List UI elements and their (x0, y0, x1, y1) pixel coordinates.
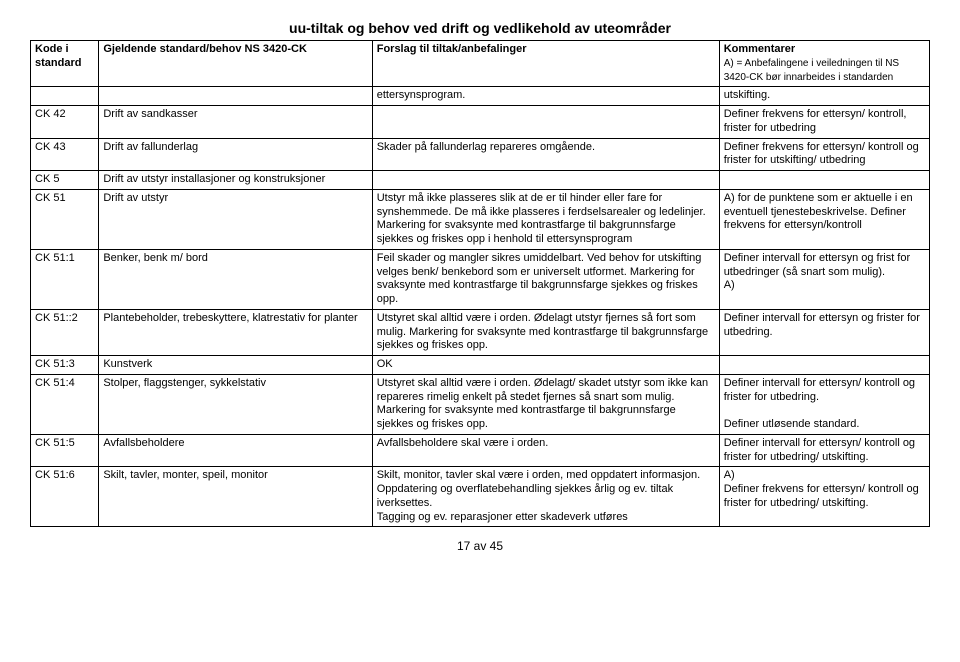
table-row: CK 51:6Skilt, tavler, monter, speil, mon… (31, 467, 930, 527)
page-footer: 17 av 45 (30, 539, 930, 553)
col-header-proposal: Forslag til tiltak/anbefalinger (372, 41, 719, 87)
col-header-comments-title: Kommentarer (724, 43, 796, 55)
cell-c4: Definer intervall for ettersyn og frist … (719, 249, 929, 309)
cell-c3 (372, 106, 719, 139)
cell-c1 (31, 87, 99, 106)
table-row: CK 51:4Stolper, flaggstenger, sykkelstat… (31, 374, 930, 434)
table-row: CK 51::2Plantebeholder, trebeskyttere, k… (31, 309, 930, 355)
cell-c1: CK 51:4 (31, 374, 99, 434)
cell-c3: Skader på fallunderlag repareres omgåend… (372, 138, 719, 171)
cell-c3: ettersynsprogram. (372, 87, 719, 106)
table-row: CK 51Drift av utstyrUtstyr må ikke plass… (31, 189, 930, 249)
col-header-standard: Gjeldende standard/behov NS 3420-CK (99, 41, 372, 87)
cell-c4: utskifting. (719, 87, 929, 106)
cell-c2: Avfallsbeholdere (99, 434, 372, 467)
cell-c4: Definer frekvens for ettersyn/ kontroll … (719, 138, 929, 171)
cell-c4: A) for de punktene som er aktuelle i en … (719, 189, 929, 249)
cell-c4: Definer intervall for ettersyn/ kontroll… (719, 374, 929, 434)
cell-c4: A)Definer frekvens for ettersyn/ kontrol… (719, 467, 929, 527)
cell-c3: Utstyr må ikke plasseres slik at de er t… (372, 189, 719, 249)
cell-c3: Utstyret skal alltid være i orden. Ødela… (372, 374, 719, 434)
table-row: CK 51:1Benker, benk m/ bordFeil skader o… (31, 249, 930, 309)
col-header-comments: Kommentarer A) = Anbefalingene i veiledn… (719, 41, 929, 87)
cell-c3: Skilt, monitor, tavler skal være i orden… (372, 467, 719, 527)
cell-c2: Skilt, tavler, monter, speil, monitor (99, 467, 372, 527)
cell-c2: Drift av utstyr (99, 189, 372, 249)
cell-c1: CK 42 (31, 106, 99, 139)
table-row: CK 51:3KunstverkOK (31, 356, 930, 375)
cell-c3: Avfallsbeholdere skal være i orden. (372, 434, 719, 467)
col-header-code: Kode i standard (31, 41, 99, 87)
cell-c3: Feil skader og mangler sikres umiddelbar… (372, 249, 719, 309)
cell-c3 (372, 171, 719, 190)
cell-c1: CK 5 (31, 171, 99, 190)
table-row: ettersynsprogram.utskifting. (31, 87, 930, 106)
cell-c4: Definer frekvens for ettersyn/ kontroll,… (719, 106, 929, 139)
main-table: Kode i standard Gjeldende standard/behov… (30, 40, 930, 527)
cell-c4 (719, 356, 929, 375)
cell-c2: Kunstverk (99, 356, 372, 375)
table-row: CK 5Drift av utstyr installasjoner og ko… (31, 171, 930, 190)
cell-c2: Drift av fallunderlag (99, 138, 372, 171)
col-header-comments-sub: A) = Anbefalingene i veiledningen til NS… (724, 58, 899, 83)
page-title: uu-tiltak og behov ved drift og vedlikeh… (30, 20, 930, 36)
cell-c1: CK 51:5 (31, 434, 99, 467)
cell-c1: CK 51 (31, 189, 99, 249)
cell-c2: Benker, benk m/ bord (99, 249, 372, 309)
cell-c4 (719, 171, 929, 190)
cell-c1: CK 51:3 (31, 356, 99, 375)
cell-c3: Utstyret skal alltid være i orden. Ødela… (372, 309, 719, 355)
cell-c1: CK 51::2 (31, 309, 99, 355)
cell-c4: Definer intervall for ettersyn og friste… (719, 309, 929, 355)
table-row: CK 43Drift av fallunderlagSkader på fall… (31, 138, 930, 171)
cell-c1: CK 43 (31, 138, 99, 171)
cell-c1: CK 51:1 (31, 249, 99, 309)
cell-c2: Drift av utstyr installasjoner og konstr… (99, 171, 372, 190)
cell-c3: OK (372, 356, 719, 375)
table-row: CK 51:5AvfallsbeholdereAvfallsbeholdere … (31, 434, 930, 467)
table-row: CK 42Drift av sandkasser Definer frekvens… (31, 106, 930, 139)
cell-c2: Plantebeholder, trebeskyttere, klatresta… (99, 309, 372, 355)
cell-c2 (99, 87, 372, 106)
cell-c2: Stolper, flaggstenger, sykkelstativ (99, 374, 372, 434)
cell-c1: CK 51:6 (31, 467, 99, 527)
cell-c4: Definer intervall for ettersyn/ kontroll… (719, 434, 929, 467)
cell-c2: Drift av sandkasser (99, 106, 372, 139)
header-row: Kode i standard Gjeldende standard/behov… (31, 41, 930, 87)
